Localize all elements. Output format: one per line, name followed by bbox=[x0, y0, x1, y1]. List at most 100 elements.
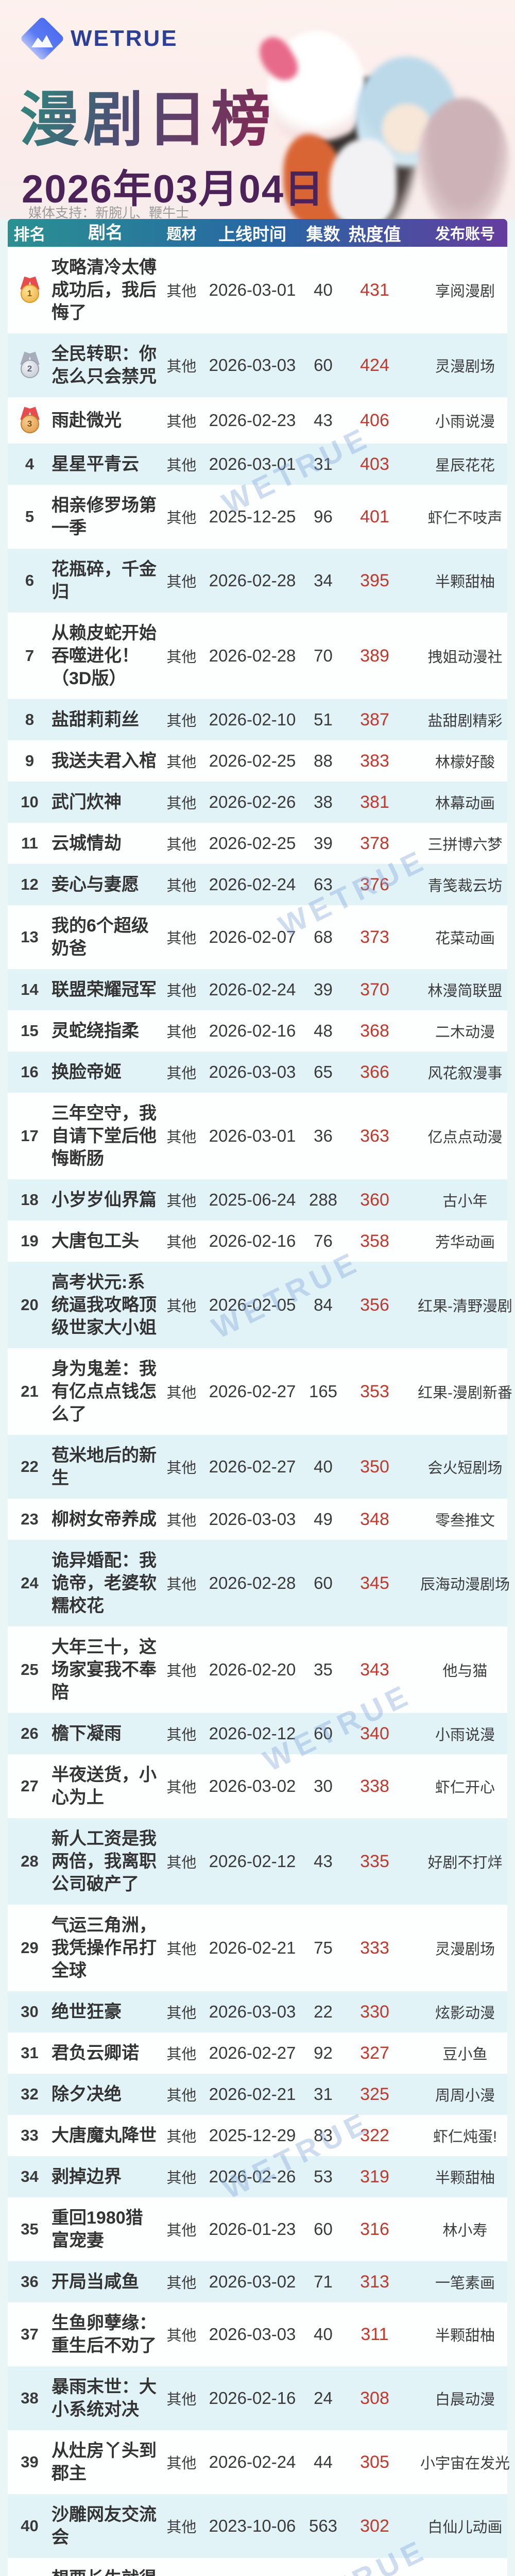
launch-date-cell: 2026-03-01 bbox=[209, 454, 296, 473]
table-row[interactable]: 5 相亲修罗场第一季 其他 2025-12-25 96 401 虾仁不吱声 bbox=[8, 485, 507, 549]
drama-title-cell: 星星平青云 bbox=[52, 454, 139, 474]
table-row[interactable]: 19 大唐包工头 其他 2026-02-16 76 358 芳华动画 bbox=[8, 1221, 507, 1262]
drama-title-cell: 檐下凝雨 bbox=[52, 1724, 122, 1743]
rank-cell: 34 bbox=[21, 2167, 39, 2185]
table-row[interactable]: 37 生鱼卵孽缘：重生后不劝了 其他 2026-03-03 40 311 半颗甜柚 bbox=[8, 2302, 507, 2366]
launch-date-cell: 2026-02-12 bbox=[209, 1852, 296, 1871]
publisher-account-cell: 林小寿 bbox=[442, 2223, 488, 2239]
table-row[interactable]: 7 从赖皮蛇开始吞噬进化！（3D版） 其他 2026-02-28 70 389 拽姐动漫社 bbox=[8, 613, 507, 699]
drama-title-cell: 武门炊神 bbox=[52, 792, 122, 812]
table-row[interactable]: 26 檐下凝雨 其他 2026-02-12 60 340 小雨说漫 bbox=[8, 1713, 507, 1754]
episodes-cell: 38 bbox=[314, 792, 333, 811]
table-row[interactable]: 22 苞米地后的新生 其他 2026-02-27 40 350 会火短剧场 bbox=[8, 1435, 507, 1499]
genre-cell: 其他 bbox=[166, 2088, 197, 2104]
table-row[interactable]: 15 灵蛇绕指柔 其他 2026-02-16 48 368 二木动漫 bbox=[8, 1010, 507, 1052]
table-row[interactable]: 36 开局当咸鱼 其他 2026-03-02 71 313 一笔素画 bbox=[8, 2261, 507, 2302]
genre-cell: 其他 bbox=[166, 510, 197, 527]
heat-value-cell: 311 bbox=[360, 2324, 389, 2344]
launch-date-cell: 2026-02-21 bbox=[209, 2084, 296, 2104]
rank-cell: 29 bbox=[21, 1939, 39, 1957]
publisher-account-cell: 风花叙漫事 bbox=[427, 1065, 503, 1082]
rank-cell: 15 bbox=[21, 1022, 39, 1040]
table-row[interactable]: 38 暴雨末世：大小系统对决 其他 2026-02-16 24 308 白晨动漫 bbox=[8, 2366, 507, 2430]
publisher-account-cell: 林幕动画 bbox=[435, 795, 495, 812]
table-row[interactable]: 35 重回1980猎富宠妻 其他 2026-01-23 60 316 林小寿 bbox=[8, 2197, 507, 2261]
launch-date-cell: 2026-02-10 bbox=[209, 710, 296, 729]
table-row[interactable]: 6 花瓶碎，千金归 其他 2026-02-28 34 395 半颗甜柚 bbox=[8, 549, 507, 613]
publisher-account-cell: 亿点点动漫 bbox=[427, 1129, 503, 1146]
table-row[interactable]: 4 星星平青云 其他 2026-03-01 31 403 星辰花花 bbox=[8, 444, 507, 485]
rank-cell: 18 bbox=[21, 1191, 39, 1209]
table-row[interactable]: 33 大唐魔丸降世 其他 2025-12-29 83 322 虾仁炖蛋! bbox=[8, 2115, 507, 2156]
table-row[interactable]: 28 新人工资是我两倍，我离职公司破产了 其他 2026-02-12 43 335 好剧不打… bbox=[8, 1818, 507, 1905]
genre-cell: 其他 bbox=[166, 2519, 197, 2536]
table-row[interactable]: 1 攻略清冷太傅成功后，我后悔了 其他 2026-03-01 40 431 享阅漫剧 bbox=[8, 247, 507, 333]
table-row[interactable]: 12 妾心与妻愿 其他 2026-02-24 63 376 青笺裁云坊 bbox=[8, 864, 507, 905]
genre-cell: 其他 bbox=[166, 1385, 197, 1401]
episodes-cell: 24 bbox=[314, 2388, 333, 2408]
episodes-cell: 40 bbox=[314, 280, 333, 299]
table-row[interactable]: 16 换脸帝姬 其他 2026-03-03 65 366 风花叙漫事 bbox=[8, 1052, 507, 1093]
table-row[interactable]: 14 联盟荣耀冠军 其他 2026-02-24 39 370 林漫简联盟 bbox=[8, 969, 507, 1010]
rank-cell: 10 bbox=[21, 793, 39, 811]
table-row[interactable]: 40 沙雕网友交流会 其他 2023-10-06 563 302 白仙儿动画 bbox=[8, 2494, 507, 2558]
table-row[interactable]: 13 我的6个超级奶爸 其他 2026-02-07 68 373 花菜动画 bbox=[8, 905, 507, 969]
heat-value-cell: 403 bbox=[360, 454, 389, 474]
heat-value-cell: 401 bbox=[360, 506, 389, 527]
table-row[interactable]: 24 诡异婚配：我诡帝，老婆软糯校花 其他 2026-02-28 60 345 辰海动漫剧场 bbox=[8, 1540, 510, 1626]
table-row[interactable]: 17 三年空守，我自请下堂后他悔断肠 其他 2026-03-01 36 363 亿点点动漫 bbox=[8, 1093, 507, 1179]
drama-title-cell: 想要长生就得苟 bbox=[52, 2567, 160, 2576]
heat-value-cell: 353 bbox=[360, 1381, 389, 1401]
table-row[interactable]: 21 身为鬼差：我有亿点点钱怎么了 其他 2026-02-27 165 353 红果-漫剧新… bbox=[8, 1348, 512, 1435]
table-row[interactable]: 11 云城情劫 其他 2026-02-25 39 378 三拼博六梦 bbox=[8, 823, 507, 864]
table-row[interactable]: 41想要长生就得苟其他2026-03-0181299虾仁咸鱼饭 bbox=[8, 2558, 507, 2576]
heat-value-cell: 327 bbox=[360, 2043, 389, 2063]
table-row[interactable]: 10 武门炊神 其他 2026-02-26 38 381 林幕动画 bbox=[8, 782, 507, 823]
drama-title-cell: 重回1980猎富宠妻 bbox=[52, 2208, 143, 2250]
launch-date-cell: 2026-02-23 bbox=[209, 411, 296, 430]
episodes-cell: 34 bbox=[314, 571, 333, 590]
table-row[interactable]: 9 我送夫君入棺 其他 2026-02-25 88 383 林檬好酸 bbox=[8, 740, 507, 782]
launch-date-cell: 2026-02-26 bbox=[209, 2167, 296, 2186]
table-row[interactable]: 3 雨赴微光 其他 2026-02-23 43 406 小雨说漫 bbox=[8, 397, 507, 444]
launch-date-cell: 2026-02-07 bbox=[209, 927, 296, 946]
table-row[interactable]: 18 小岁岁仙界篇 其他 2025-06-24 288 360 古小年 bbox=[8, 1179, 507, 1221]
episodes-cell: 65 bbox=[314, 1062, 333, 1081]
publisher-account-cell: 白仙儿动画 bbox=[427, 2519, 503, 2536]
table-row[interactable]: 30 绝世狂豪 其他 2026-03-03 22 330 炫影动漫 bbox=[8, 1991, 507, 2032]
publisher-account-cell: 灵漫剧场 bbox=[435, 359, 495, 375]
table-row[interactable]: 32 除夕决绝 其他 2026-02-21 31 325 周周小漫 bbox=[8, 2074, 507, 2115]
table-row[interactable]: 20 高考状元:系统逼我攻略顶级世家大小姐 其他 2026-02-05 84 356 红果-… bbox=[8, 1262, 512, 1348]
table-row[interactable]: 34 剥掉边界 其他 2026-02-26 53 319 半颗甜柚 bbox=[8, 2156, 507, 2197]
drama-title-cell: 相亲修罗场第一季 bbox=[52, 496, 157, 538]
column-header: 发布账号 bbox=[435, 226, 495, 243]
table-row[interactable]: 8 盐甜莉莉丝 其他 2026-02-10 51 387 盐甜剧精彩 bbox=[8, 699, 507, 740]
column-header: 剧名 bbox=[88, 223, 123, 243]
table-row[interactable]: 23 柳树女帝养成 其他 2026-03-03 49 348 零叁推文 bbox=[8, 1499, 507, 1540]
drama-title-cell: 苞米地后的新生 bbox=[52, 1446, 157, 1488]
episodes-cell: 53 bbox=[314, 2167, 333, 2186]
episodes-cell: 44 bbox=[314, 2452, 333, 2471]
drama-title-cell: 三年空守，我自请下堂后他悔断肠 bbox=[52, 1104, 157, 1168]
heat-value-cell: 387 bbox=[360, 709, 389, 730]
publisher-account-cell: 豆小鱼 bbox=[442, 2046, 488, 2063]
drama-title-cell: 花瓶碎，千金归 bbox=[52, 560, 157, 602]
episodes-cell: 60 bbox=[314, 355, 333, 375]
genre-cell: 其他 bbox=[166, 1941, 197, 1958]
table-row[interactable]: 29 气运三角洲，我凭操作吊打全球 其他 2026-02-21 75 333 灵漫剧场 bbox=[8, 1905, 507, 1991]
rank-cell: 7 bbox=[25, 647, 35, 665]
rank-cell: 5 bbox=[25, 507, 35, 526]
brand-logo: WETRUE bbox=[20, 16, 178, 61]
launch-date-cell: 2025-06-24 bbox=[209, 1190, 296, 1209]
table-row[interactable]: 2 全民转职：你怎么只会禁咒 其他 2026-03-03 60 424 灵漫剧场 bbox=[8, 333, 507, 397]
publisher-account-cell: 盐甜剧精彩 bbox=[427, 713, 503, 730]
table-row[interactable]: 27 半夜送货，小心为上 其他 2026-03-02 30 338 虾仁开心 bbox=[8, 1754, 507, 1818]
table-row[interactable]: 39 从灶房丫头到郡主 其他 2026-02-24 44 305 小宇宙在发光 bbox=[8, 2430, 510, 2494]
heat-value-cell: 348 bbox=[360, 1509, 389, 1529]
rank-cell: 39 bbox=[21, 2453, 39, 2471]
drama-title-cell: 换脸帝姬 bbox=[52, 1062, 122, 1082]
table-row[interactable]: 25 大年三十，这场家宴我不奉陪 其他 2026-02-20 35 343 他与猫 bbox=[8, 1626, 507, 1713]
table-row[interactable]: 31 君负云卿诺 其他 2026-02-27 92 327 豆小鱼 bbox=[8, 2032, 507, 2074]
publisher-account-cell: 会火短剧场 bbox=[427, 1460, 503, 1477]
genre-cell: 其他 bbox=[166, 983, 197, 999]
